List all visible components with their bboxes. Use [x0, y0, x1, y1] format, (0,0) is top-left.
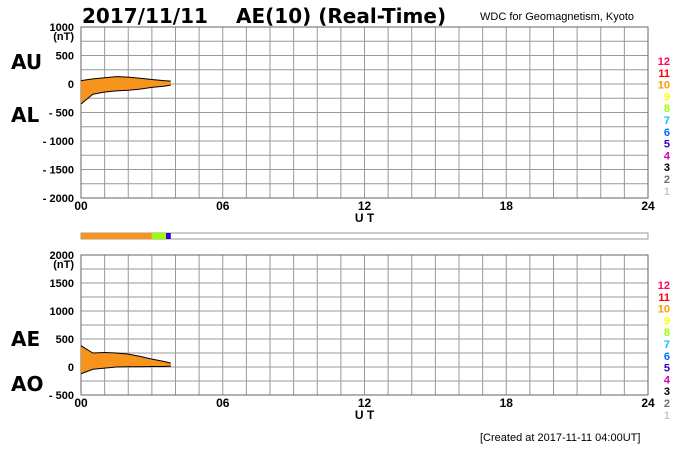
series-area-al: [81, 84, 171, 104]
x-tick-label: 06: [216, 199, 230, 213]
source-label: WDC for Geomagnetism, Kyoto: [480, 11, 635, 23]
hour-legend-label: 6: [664, 127, 670, 139]
station-bar-segment: [166, 233, 171, 239]
y-tick-label: 1000: [50, 306, 74, 318]
y-tick-label: - 500: [49, 108, 74, 120]
x-tick-label: 24: [641, 396, 655, 410]
x-tick-label: 00: [74, 199, 88, 213]
hour-legend-label: 1: [664, 186, 670, 198]
x-axis-label: U T: [355, 408, 375, 422]
hour-legend-label: 2: [664, 174, 670, 186]
x-tick-label: 06: [216, 396, 230, 410]
al-label: AL: [11, 103, 40, 127]
x-tick-label: 12: [358, 396, 372, 410]
y-tick-label: - 500: [49, 390, 74, 402]
x-tick-label: 00: [74, 396, 88, 410]
hour-legend-label: 8: [664, 327, 670, 339]
plot-frame: [80, 254, 649, 396]
hour-legend-label: 8: [664, 103, 670, 115]
x-tick-label: 24: [641, 199, 655, 213]
plot-frame: [80, 26, 649, 199]
hour-legend-label: 3: [664, 162, 670, 174]
hour-legend-label: 12: [658, 56, 670, 68]
y-tick-label: 0: [68, 362, 74, 374]
hour-legend-label: 11: [658, 68, 670, 80]
series-area-ae: [81, 345, 171, 367]
x-tick-label: 18: [500, 199, 514, 213]
hour-legend-label: 5: [664, 363, 670, 375]
series-area-au: [81, 76, 171, 84]
hour-legend-label: 6: [664, 351, 670, 363]
y-tick-label: 1000: [50, 22, 74, 34]
hour-legend-label: 10: [658, 304, 670, 316]
y-tick-label: 1500: [50, 278, 74, 290]
y-tick-label: - 1500: [43, 165, 74, 177]
hour-legend-label: 7: [664, 115, 670, 127]
hour-legend-label: 11: [658, 292, 670, 304]
created-timestamp: [Created at 2017-11-11 04:00UT]: [480, 432, 641, 444]
hour-legend-label: 7: [664, 339, 670, 351]
series-line-al: [80, 84, 171, 105]
hour-legend-label: 2: [664, 398, 670, 410]
series-line-au: [80, 76, 171, 82]
hour-legend-label: 12: [658, 280, 670, 292]
y-tick-label: 0: [68, 79, 74, 91]
y-tick-label: 2000: [50, 250, 74, 262]
date-title: 2017/11/11: [82, 4, 208, 28]
station-bar-segment: [151, 233, 167, 239]
hour-legend-label: 9: [664, 91, 670, 103]
hour-legend-label: 9: [664, 315, 670, 327]
ao-label: AO: [11, 372, 44, 396]
au-label: AU: [11, 50, 43, 74]
y-axis-unit: (nT): [53, 31, 74, 43]
hour-legend-label: 1: [664, 410, 670, 422]
x-axis-label: U T: [355, 211, 375, 225]
chart-title: AE(10) (Real-Time): [236, 4, 447, 28]
x-tick-label: 12: [358, 199, 372, 213]
y-tick-label: 500: [56, 51, 74, 63]
y-tick-label: 500: [56, 334, 74, 346]
hour-legend-label: 5: [664, 139, 670, 151]
ae-label: AE: [11, 327, 41, 351]
series-line-ae: [80, 345, 171, 364]
station-bar-segment: [81, 233, 152, 239]
x-tick-label: 18: [500, 396, 514, 410]
hour-legend-label: 3: [664, 386, 670, 398]
hour-legend-label: 4: [664, 150, 671, 162]
hour-legend-label: 4: [664, 374, 671, 386]
y-axis-unit: (nT): [53, 259, 74, 271]
hour-legend-label: 10: [658, 80, 670, 92]
y-tick-label: - 1000: [43, 136, 74, 148]
series-line-ao: [80, 365, 171, 375]
y-tick-label: - 2000: [43, 193, 74, 205]
